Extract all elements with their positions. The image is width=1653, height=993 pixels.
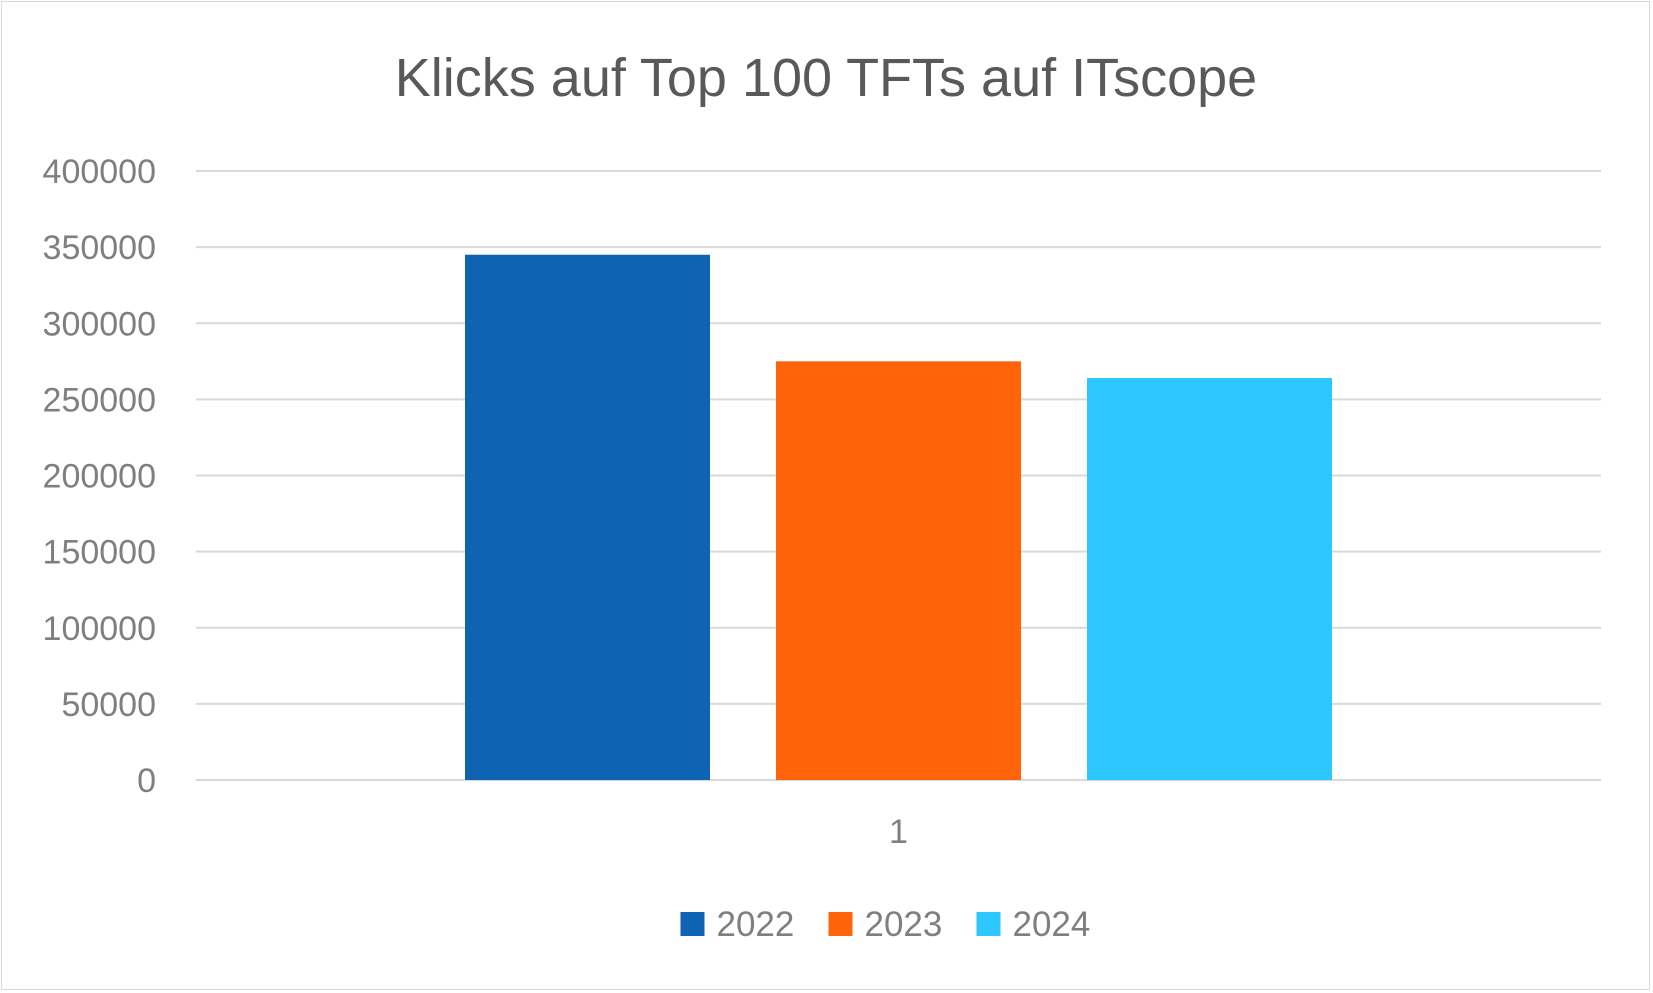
legend-swatch-2022 — [680, 912, 705, 936]
y-tick-label: 400000 — [43, 153, 156, 191]
chart-title: Klicks auf Top 100 TFTs auf ITscope — [395, 48, 1257, 108]
legend-label-2023: 2023 — [865, 905, 943, 944]
bar-2022 — [465, 254, 710, 781]
y-tick-label: 100000 — [43, 610, 156, 648]
bars — [465, 254, 1332, 781]
y-axis-ticks: 0 50000 100000 150000 200000 250000 300000 3500… — [43, 153, 156, 800]
y-tick-label: 350000 — [43, 229, 156, 267]
bar-2023 — [776, 361, 1021, 780]
y-tick-label: 150000 — [43, 534, 156, 572]
legend-swatch-2023 — [828, 912, 853, 936]
legend-swatch-2024 — [976, 912, 1001, 936]
x-axis-ticks: 1 — [889, 813, 908, 851]
x-tick-label: 1 — [889, 813, 908, 851]
y-tick-label: 250000 — [43, 381, 156, 419]
y-tick-label: 300000 — [43, 305, 156, 343]
y-tick-label: 200000 — [43, 458, 156, 496]
legend: 2022 2023 2024 — [680, 905, 1091, 944]
legend-label-2024: 2024 — [1013, 905, 1091, 944]
y-tick-label: 50000 — [61, 686, 156, 724]
y-tick-label: 0 — [137, 762, 156, 800]
legend-label-2022: 2022 — [717, 905, 795, 944]
bar-2024 — [1087, 378, 1332, 780]
